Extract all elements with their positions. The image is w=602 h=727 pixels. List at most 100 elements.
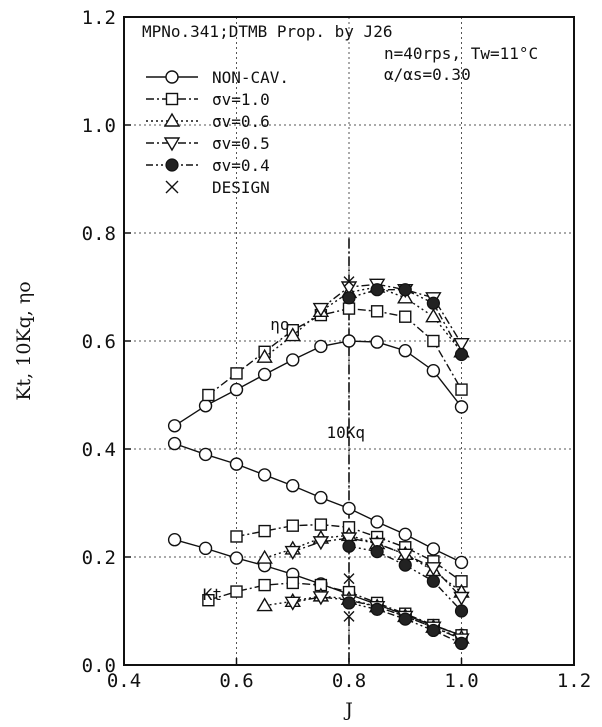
data-point — [198, 541, 213, 556]
header-line-2: n=40rps, Tw=11°C — [384, 44, 538, 63]
x-tick-label: 0.4 — [107, 670, 141, 692]
data-point — [312, 591, 330, 606]
data-point — [202, 388, 215, 402]
series-line — [174, 340, 463, 427]
data-point — [454, 604, 469, 618]
legend-marker — [163, 112, 181, 127]
data-point — [370, 335, 384, 349]
data-point — [230, 530, 243, 543]
data-point — [370, 602, 384, 616]
data-point — [426, 574, 440, 588]
annotation-label: ηo — [270, 315, 289, 334]
x-tick-label: 1.2 — [557, 670, 591, 692]
legend-label: σv=0.4 — [212, 156, 270, 175]
y-tick-label: 0.0 — [82, 655, 116, 677]
data-point — [256, 549, 273, 564]
x-tick-label: 0.6 — [219, 670, 253, 692]
data-point — [425, 308, 442, 323]
data-point — [230, 367, 243, 380]
data-point — [312, 536, 330, 551]
legend-label: σv=0.6 — [212, 112, 270, 131]
data-point — [426, 296, 440, 310]
data-point — [229, 457, 244, 471]
legend: NON-CAV. σv=1.0 σv=0.6 σv=0.5 σv=0.4 DESIGN — [146, 68, 289, 197]
x-axis-label: J — [343, 699, 353, 721]
data-point — [198, 399, 213, 413]
data-point — [257, 367, 272, 382]
data-point — [453, 338, 470, 353]
data-point — [286, 576, 299, 590]
data-point — [286, 519, 299, 532]
data-point — [370, 544, 384, 559]
data-point — [370, 305, 384, 318]
data-point — [314, 339, 328, 354]
legend-marker — [165, 180, 179, 194]
legend-marker — [163, 137, 181, 152]
annotation-label: 10Kq — [327, 423, 366, 442]
data-point — [342, 596, 356, 610]
data-point — [342, 291, 356, 305]
data-point — [286, 479, 300, 493]
y-tick-label: 0.8 — [82, 223, 116, 245]
annotation-label: Kt — [203, 585, 222, 604]
y-axis-label: Kt, 10Kq, ηo — [13, 281, 35, 400]
y-tick-label: 0.2 — [82, 547, 116, 569]
y-tick-label: 1.0 — [82, 115, 116, 137]
data-point — [312, 302, 330, 317]
data-point — [342, 501, 356, 516]
header-line-3: α/αs=0.30 — [384, 65, 471, 84]
series-line — [207, 307, 463, 396]
design-point — [343, 610, 355, 622]
y-tick-label: 1.2 — [82, 7, 116, 29]
x-tick-label: 0.8 — [332, 670, 366, 692]
data-point — [453, 591, 470, 606]
x-tick-label: 1.0 — [444, 670, 478, 692]
data-point — [284, 327, 301, 342]
data-point — [342, 539, 356, 553]
data-point — [398, 527, 412, 542]
legend-label: σv=0.5 — [212, 134, 270, 153]
data-point — [198, 447, 213, 462]
legend-label: NON-CAV. — [212, 68, 289, 87]
series-line — [348, 545, 463, 612]
legend-marker — [165, 70, 179, 84]
data-point — [314, 490, 328, 505]
data-point — [454, 400, 469, 414]
annotation-layer: ηo 10Kq Kt — [203, 315, 365, 604]
data-point — [398, 558, 412, 572]
data-point — [256, 597, 273, 612]
data-point — [342, 334, 356, 348]
data-point — [284, 596, 301, 611]
tick-layer: 0.4 0.6 0.8 1.0 1.2 0.0 0.2 0.4 0.6 0.8 1.0 1.2 — [82, 7, 591, 692]
series-layer — [167, 238, 470, 665]
legend-marker — [165, 92, 179, 106]
data-point — [398, 612, 412, 626]
data-point — [229, 551, 244, 565]
data-point — [454, 347, 469, 362]
legend-marker — [165, 158, 179, 172]
data-point — [399, 310, 412, 323]
data-point — [426, 542, 441, 556]
data-point — [397, 548, 414, 563]
data-point — [426, 623, 440, 638]
legend-label: σv=1.0 — [212, 90, 270, 109]
data-point — [229, 382, 244, 397]
data-point — [258, 578, 271, 592]
series-line — [208, 582, 462, 636]
data-point — [284, 545, 301, 560]
data-point — [370, 283, 384, 297]
data-point — [167, 533, 182, 547]
data-point — [256, 348, 273, 363]
data-point — [342, 302, 356, 315]
data-point — [454, 636, 469, 651]
data-point — [286, 353, 300, 367]
y-tick-label: 0.4 — [82, 439, 116, 461]
data-point — [314, 518, 328, 531]
data-point — [370, 515, 384, 529]
data-point — [368, 537, 386, 552]
header-line-1: MPNo.341;DTMB Prop. by J26 — [142, 22, 392, 41]
data-point — [167, 436, 182, 451]
data-point — [258, 524, 271, 538]
data-point — [398, 344, 412, 358]
